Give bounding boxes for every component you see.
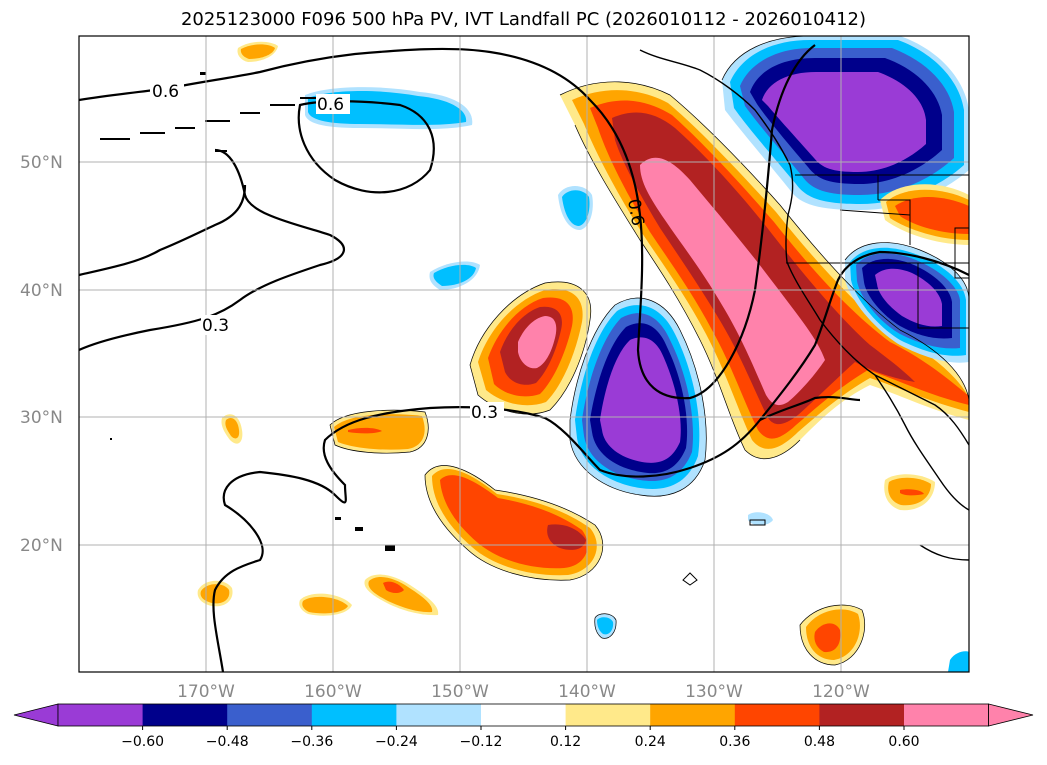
colorbar-tick-label: 0.60 (888, 734, 919, 750)
lon-label: 140°W (558, 682, 616, 702)
colorbar-segment (142, 704, 228, 726)
colorbar-tick-label: 0.24 (635, 734, 666, 750)
colorbar-tick-label: −0.48 (206, 734, 249, 750)
colorbar-extend-high (988, 703, 1034, 727)
colorbar-frame (57, 703, 989, 727)
contour-label: 0.3 (202, 316, 229, 336)
lat-label: 50°N (20, 153, 63, 173)
negative-blob-center (570, 298, 707, 497)
colorbar-tick-label: −0.36 (290, 734, 333, 750)
lat-label: 20°N (20, 536, 63, 556)
colorbar-segment (311, 704, 397, 726)
contour-label: 0.6 (623, 197, 647, 227)
lat-label: 40°N (20, 281, 63, 301)
colorbar-extend-low (13, 703, 59, 727)
colorbar-tick-label: −0.12 (460, 734, 503, 750)
positive-band-main (560, 81, 969, 459)
positive-blob-east-upper (880, 184, 969, 245)
map-frame (78, 35, 970, 673)
colorbar-segment (227, 704, 313, 726)
shaded-fields (79, 36, 969, 672)
lon-label: 150°W (431, 682, 489, 702)
colorbar-segment (396, 704, 482, 726)
shade-outlines (329, 36, 969, 666)
colorbar-tick-label: −0.24 (375, 734, 418, 750)
colorbar-tick-label: −0.60 (121, 734, 164, 750)
lon-label: 120°W (812, 682, 870, 702)
coastlines (639, 49, 969, 561)
latitude-labels: 50°N 40°N 30°N 20°N (20, 153, 63, 556)
contour-label: 0.6 (152, 82, 179, 102)
colorbar-segment (904, 704, 990, 726)
pv-contours (79, 44, 969, 672)
gridlines (79, 36, 969, 672)
colorbar-segment (650, 704, 736, 726)
colorbar-tick-label: 0.48 (804, 734, 835, 750)
colorbar-segment (734, 704, 820, 726)
lon-label: 130°W (685, 682, 743, 702)
contour-labels: 0.6 0.6 0.3 0.3 0.6 (150, 80, 647, 423)
colorbar-tick-label: 0.36 (719, 734, 750, 750)
negative-blob-east (845, 242, 969, 363)
longitude-labels: 170°W 160°W 150°W 140°W 130°W 120°W (177, 682, 870, 702)
colorbar-segment (565, 704, 651, 726)
lon-label: 160°W (304, 682, 362, 702)
contour-label: 0.3 (471, 403, 498, 423)
colorbar-segment (819, 704, 905, 726)
colorbar-segment (481, 704, 567, 726)
contour-label: 0.6 (317, 95, 344, 115)
lon-label: 170°W (177, 682, 235, 702)
map-title: 2025123000 F096 500 hPa PV, IVT Landfall… (180, 9, 867, 30)
colorbar: −0.60 −0.48 −0.36 −0.24 −0.12 0.12 0.24 0.36 0.4… (13, 703, 1034, 750)
positive-blob-west (470, 281, 591, 415)
negative-blob-northeast (722, 36, 969, 210)
lat-label: 30°N (20, 408, 63, 428)
colorbar-segment (58, 704, 144, 726)
colorbar-tick-label: 0.12 (550, 734, 581, 750)
aleutian-islands (100, 72, 395, 551)
